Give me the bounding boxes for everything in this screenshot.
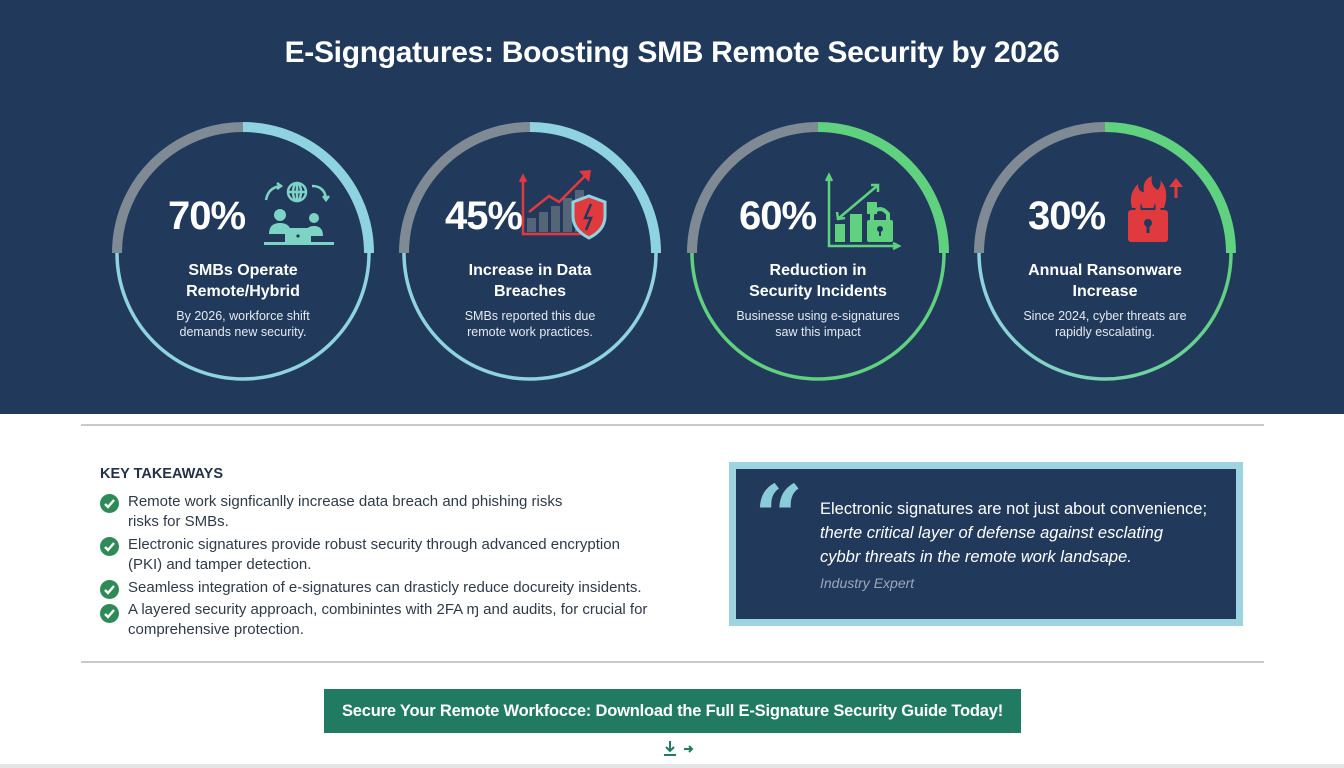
- takeaway-item: A layered security approach, combinintes…: [100, 600, 700, 640]
- check-circle-icon: [100, 537, 119, 556]
- takeaway-item: Electronic signatures provide robust sec…: [100, 535, 700, 575]
- progress-ring: [399, 122, 661, 381]
- check-circle-icon: [100, 580, 119, 599]
- quote-text: Electronic signatures are not just about…: [820, 500, 1208, 566]
- stat-card-ransomware: 30% Annual Ransonware Increase Since 202…: [974, 122, 1236, 384]
- page-title: E-Signgatures: Boosting SMB Remote Secur…: [284, 36, 1060, 69]
- stat-description: SMBs reported this due remote work pract…: [464, 309, 596, 339]
- check-circle-icon: [100, 494, 119, 513]
- section-divider: [81, 661, 1264, 663]
- progress-ring: [112, 122, 374, 381]
- download-arrow-icon[interactable]: [662, 739, 696, 764]
- stat-percent: 70%: [168, 194, 246, 238]
- rising-chart-broken-shield-icon: [518, 168, 611, 249]
- download-guide-button[interactable]: Secure Your Remote Workfocce: Download t…: [324, 689, 1021, 733]
- section-divider: [81, 424, 1264, 426]
- check-circle-icon: [100, 604, 119, 623]
- stat-card-remote-hybrid: 70% SMBs Operate Remote/Hy: [112, 122, 374, 384]
- quote-mark-icon: “: [754, 467, 804, 568]
- stat-label: SMBs Operate Remote/Hybrid: [186, 262, 300, 300]
- stat-percent: 45%: [445, 194, 523, 238]
- remote-team-globe-icon: [260, 178, 336, 255]
- stat-percent: 60%: [739, 194, 817, 238]
- stat-label: Increase in Data Breaches: [468, 262, 592, 300]
- takeaway-item: Remote work signficanlly increase data b…: [100, 492, 700, 532]
- stat-label: Reduction in Security Incidents: [749, 262, 887, 300]
- burning-lock-up-arrow-icon: [1124, 174, 1190, 251]
- header-banner: E-Signgatures: Boosting SMB Remote Secur…: [0, 0, 1344, 414]
- stat-description: Businesse using e-signatures saw this im…: [736, 309, 900, 339]
- stat-percent: 30%: [1028, 194, 1106, 238]
- key-takeaways-list: Remote work signficanlly increase data b…: [100, 492, 700, 643]
- key-takeaways-heading: KEY TAKEAWAYS: [100, 466, 224, 482]
- progress-ring: [974, 122, 1236, 381]
- stat-description: Since 2024, cyber threats are rapidly es…: [1023, 309, 1187, 339]
- chart-lock-icon: [824, 172, 902, 257]
- progress-ring: [687, 122, 949, 381]
- footer-edge: [0, 764, 1344, 768]
- takeaway-item: Seamless integration of e-signatures can…: [100, 578, 700, 599]
- stat-label: Annual Ransonware Increase: [1028, 262, 1182, 300]
- stat-card-data-breaches: 45% Increase in Data Breaches: [399, 122, 661, 384]
- quote-author: Industry Expert: [820, 575, 915, 591]
- stat-description: By 2026, workforce shift demands new sec…: [176, 309, 310, 339]
- stat-card-security-incidents: 60% Reduction in Security Incidents: [687, 122, 949, 384]
- expert-quote-box: “ Electronic signatures are not just abo…: [729, 462, 1243, 626]
